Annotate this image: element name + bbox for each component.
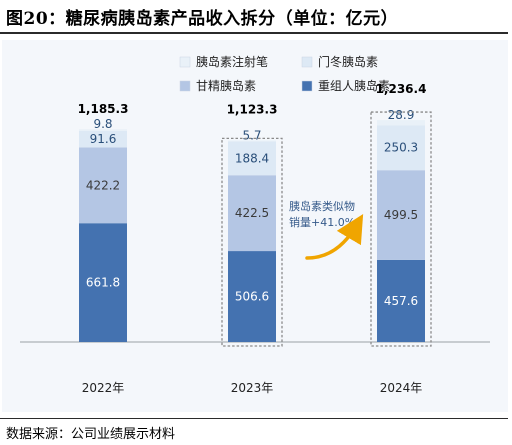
legend-label: 胰岛素注射笔 [196, 54, 268, 69]
annotation-line-1: 胰岛素类似物 [289, 199, 355, 213]
growth-arrow [305, 213, 364, 260]
legend-swatch [179, 80, 191, 92]
bar-segment [377, 125, 425, 171]
x-tick-label: 2022年 [82, 381, 125, 395]
bar-segment [228, 175, 276, 252]
bar-segment [377, 170, 425, 260]
x-tick-label: 2023年 [231, 381, 274, 395]
data-label: 91.6 [90, 132, 117, 146]
highlight-box [370, 111, 432, 347]
data-label: 188.4 [235, 151, 269, 165]
bar-segment [377, 259, 425, 342]
bar-segment [79, 223, 127, 342]
data-label: 506.6 [235, 290, 269, 304]
data-label: 9.8 [93, 117, 112, 131]
bar-segment [79, 147, 127, 224]
legend-label: 重组人胰岛素 [318, 78, 390, 93]
bar-segment [228, 251, 276, 342]
total-label: 1,185.3 [78, 102, 129, 116]
bar-segment [228, 141, 276, 176]
legend-swatch [179, 56, 191, 68]
figure-title: 图20：糖尿病胰岛素产品收入拆分（单位：亿元） [6, 9, 399, 29]
legend-label: 甘精胰岛素 [196, 78, 256, 93]
highlight-box [221, 137, 283, 347]
total-label: 1,236.4 [376, 82, 427, 96]
x-tick-label: 2024年 [380, 381, 423, 395]
title-rule [0, 32, 508, 34]
data-label: 422.5 [235, 206, 269, 220]
bar-segment [79, 129, 127, 131]
source-note: 数据来源：公司业绩展示材料 [6, 427, 176, 442]
bar-segment [377, 120, 425, 126]
legend-swatch [301, 80, 313, 92]
annotation-line-2: 销量+41.0% [289, 215, 355, 229]
legend-label: 门冬胰岛素 [318, 54, 378, 69]
bar-segment [79, 130, 127, 148]
data-label: 422.2 [86, 178, 120, 192]
legend-swatch [301, 56, 313, 68]
data-label: 250.3 [384, 141, 418, 155]
data-label: 5.7 [242, 128, 261, 142]
bar-segment [228, 140, 276, 142]
data-label: 28.9 [388, 108, 415, 122]
data-label: 499.5 [384, 208, 418, 222]
chart-panel: 胰岛素注射笔 门冬胰岛素 甘精胰岛素 重组人胰岛素 661.8 422.2 91.6 9.8 1… [2, 40, 508, 412]
data-label: 457.6 [384, 294, 418, 308]
bottom-rule [0, 418, 508, 419]
total-label: 1,123.3 [227, 102, 278, 116]
data-label: 661.8 [86, 276, 120, 290]
